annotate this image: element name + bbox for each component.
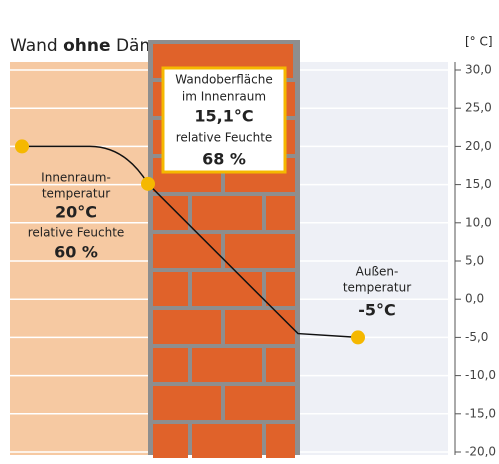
title-bold: ohne <box>63 36 110 56</box>
brick <box>266 424 295 458</box>
y-tick-label: -15,0 <box>465 406 496 420</box>
annotation: temperatur <box>42 187 110 201</box>
brick <box>153 196 188 230</box>
brick <box>192 196 262 230</box>
brick <box>153 424 188 458</box>
brick <box>192 272 262 306</box>
annotation: relative Feuchte <box>28 226 125 240</box>
outside-area <box>300 62 448 455</box>
y-tick-label: 20,0 <box>465 139 492 153</box>
brick <box>225 234 295 268</box>
brick <box>153 348 188 382</box>
y-tick-label: 30,0 <box>465 63 492 77</box>
annotation: temperatur <box>343 281 411 295</box>
y-tick-label: 15,0 <box>465 177 492 191</box>
annotation: 15,1°C <box>194 107 253 126</box>
brick <box>153 234 221 268</box>
brick <box>266 272 295 306</box>
point <box>351 330 365 344</box>
brick <box>225 310 295 344</box>
annotation: im Innenraum <box>182 90 266 104</box>
point <box>141 177 155 191</box>
y-tick-label: 10,0 <box>465 215 492 229</box>
title-part: Wand <box>10 36 58 56</box>
brick <box>266 196 295 230</box>
y-tick-label: -5,0 <box>465 330 488 344</box>
point <box>15 139 29 153</box>
y-tick-label: 25,0 <box>465 101 492 115</box>
brick <box>192 424 262 458</box>
brick <box>153 386 221 420</box>
y-tick-label: -10,0 <box>465 368 496 382</box>
brick <box>192 348 262 382</box>
annotation: Außen- <box>356 265 399 279</box>
annotation: Innenraum- <box>41 171 111 185</box>
annotation: 60 % <box>54 243 98 262</box>
annotation: 20°C <box>55 203 97 222</box>
brick <box>225 386 295 420</box>
annotation: Wandoberfläche <box>175 73 272 87</box>
y-tick-label: -20,0 <box>465 445 496 459</box>
y-tick-label: 5,0 <box>465 254 484 268</box>
annotation: -5°C <box>358 301 396 320</box>
brick <box>266 348 295 382</box>
brick <box>153 272 188 306</box>
y-tick-label: 0,0 <box>465 292 484 306</box>
annotation: relative Feuchte <box>176 131 273 145</box>
brick <box>153 310 221 344</box>
unit-label: [° C] <box>465 35 493 49</box>
annotation: 68 % <box>202 150 246 169</box>
chart: [° C] Wand ohne Dämmung 30,025,020,015,0… <box>0 0 499 460</box>
